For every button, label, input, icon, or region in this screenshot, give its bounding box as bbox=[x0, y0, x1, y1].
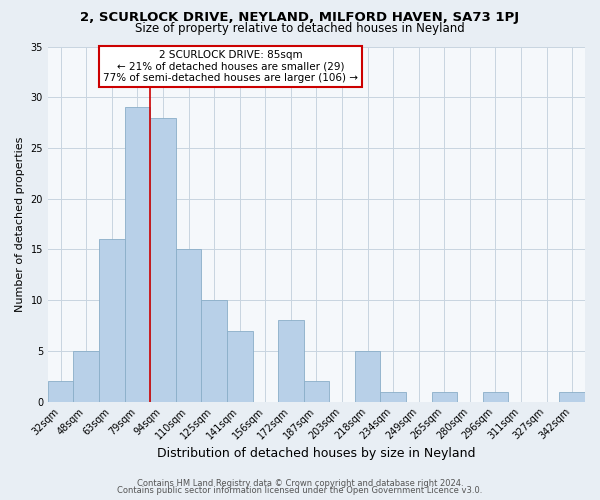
Text: Contains HM Land Registry data © Crown copyright and database right 2024.: Contains HM Land Registry data © Crown c… bbox=[137, 478, 463, 488]
Text: 2 SCURLOCK DRIVE: 85sqm
← 21% of detached houses are smaller (29)
77% of semi-de: 2 SCURLOCK DRIVE: 85sqm ← 21% of detache… bbox=[103, 50, 358, 84]
Bar bbox=[99, 240, 125, 402]
Bar bbox=[431, 392, 457, 402]
Bar bbox=[125, 108, 150, 402]
Text: 2, SCURLOCK DRIVE, NEYLAND, MILFORD HAVEN, SA73 1PJ: 2, SCURLOCK DRIVE, NEYLAND, MILFORD HAVE… bbox=[80, 11, 520, 24]
Y-axis label: Number of detached properties: Number of detached properties bbox=[15, 136, 25, 312]
Bar bbox=[176, 250, 202, 402]
X-axis label: Distribution of detached houses by size in Neyland: Distribution of detached houses by size … bbox=[157, 447, 476, 460]
Bar bbox=[48, 382, 73, 402]
Bar bbox=[150, 118, 176, 402]
Bar bbox=[482, 392, 508, 402]
Bar bbox=[227, 330, 253, 402]
Bar bbox=[380, 392, 406, 402]
Bar bbox=[304, 382, 329, 402]
Bar bbox=[355, 351, 380, 402]
Bar bbox=[559, 392, 585, 402]
Bar bbox=[73, 351, 99, 402]
Text: Contains public sector information licensed under the Open Government Licence v3: Contains public sector information licen… bbox=[118, 486, 482, 495]
Bar bbox=[202, 300, 227, 402]
Text: Size of property relative to detached houses in Neyland: Size of property relative to detached ho… bbox=[135, 22, 465, 35]
Bar bbox=[278, 320, 304, 402]
